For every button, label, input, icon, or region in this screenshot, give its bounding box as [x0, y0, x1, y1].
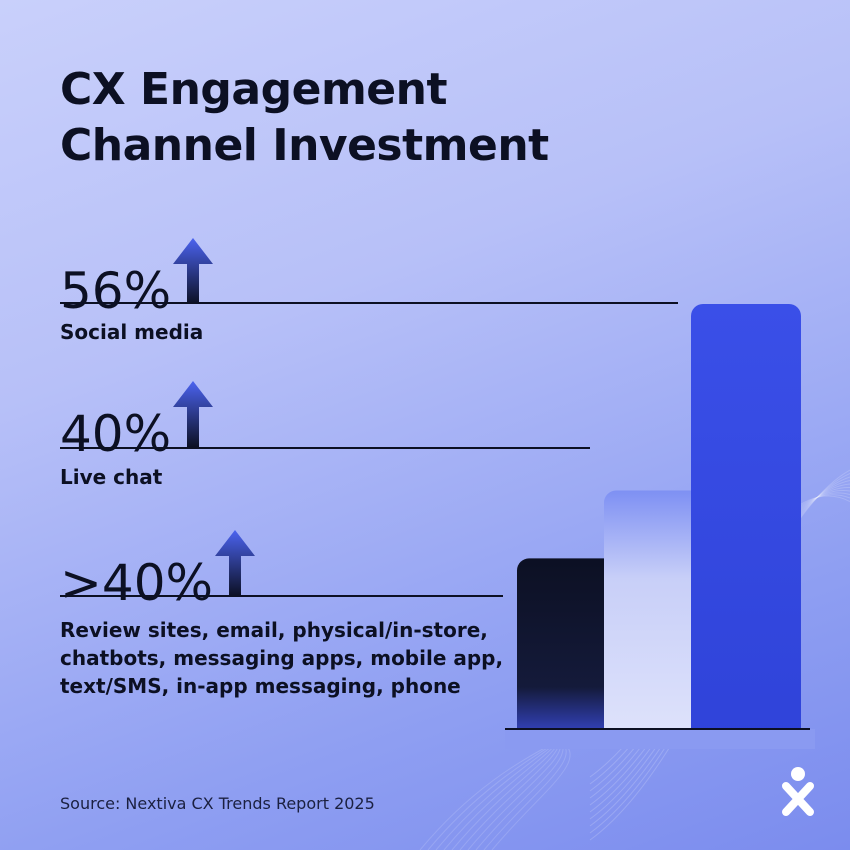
stat-value: 56% [60, 262, 172, 320]
title-line-2: Channel Investment [60, 120, 549, 171]
stat-other-channels: >40% [60, 530, 256, 612]
up-arrow-icon [173, 238, 214, 312]
nextiva-logo-icon [780, 766, 816, 820]
stat-value: 40% [60, 405, 172, 463]
wave-line [483, 739, 567, 850]
stat-live-chat: 40% [60, 381, 214, 463]
wave-line [475, 739, 564, 850]
baseline-mask [505, 729, 815, 749]
divider-1 [60, 302, 678, 304]
wave-line [491, 739, 571, 850]
up-arrow-icon [173, 381, 214, 455]
divider-3 [60, 595, 503, 597]
stat-value: >40% [60, 554, 214, 612]
source-note: Source: Nextiva CX Trends Report 2025 [60, 794, 375, 813]
up-arrow-icon [215, 530, 256, 604]
stat-social-media: 56% [60, 238, 214, 320]
bar-2 [604, 490, 714, 742]
bar-1 [517, 558, 627, 742]
stat-label: Live chat [60, 465, 163, 489]
wave-line [427, 739, 561, 850]
bar-3 [691, 304, 801, 742]
divider-2 [60, 447, 590, 449]
page-title: CX Engagement Channel Investment [60, 62, 549, 174]
stat-label: Social media [60, 320, 204, 344]
title-line-1: CX Engagement [60, 64, 447, 115]
stat-label: Review sites, email, physical/in-store, … [60, 618, 504, 698]
